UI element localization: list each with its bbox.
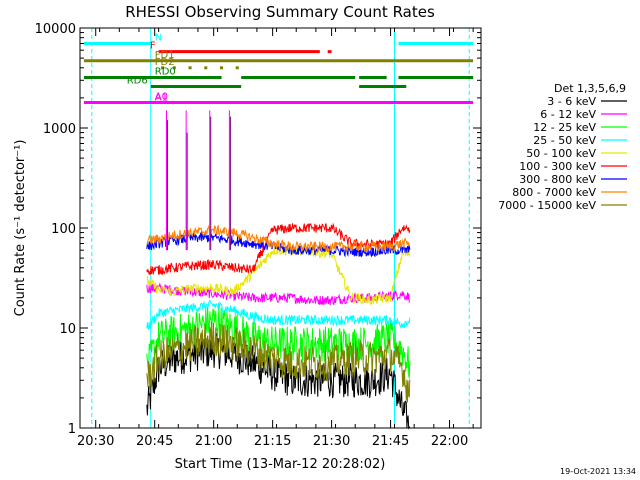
legend-label-2: 12 - 25 keV (533, 121, 596, 134)
legend-label-0: 3 - 6 keV (547, 95, 596, 108)
flag-label-N: N (155, 32, 162, 43)
legend-label-6: 300 - 800 keV (519, 173, 596, 186)
legend-label-4: 50 - 100 keV (526, 147, 596, 160)
x-tick-label-4: 21:30 (313, 434, 350, 449)
flag-label-A0: A0 (155, 91, 168, 102)
x-tick-label-5: 21:45 (372, 434, 409, 449)
y-axis-label: Count Rate (s⁻¹ detector⁻¹) (13, 140, 28, 317)
y-tick-label-4: 10000 (35, 22, 76, 37)
flag-dot-FD2-2 (188, 66, 192, 70)
series-line-8 (146, 321, 411, 403)
flag-dot-FD2-4 (220, 66, 224, 70)
series-line-7 (146, 224, 411, 253)
flag-dot-FD2-5 (235, 66, 239, 70)
flag-dot-FD2-1 (172, 66, 176, 70)
flag-label-A1: A1 (155, 93, 168, 104)
series-line-4 (146, 243, 411, 306)
series-line-2 (146, 306, 411, 379)
x-tick-label-0: 20:30 (77, 434, 114, 449)
flag-dot-FD2-3 (204, 66, 208, 70)
flag-dot-A0-2 (184, 100, 188, 104)
flag-dot-FD2-0 (161, 66, 165, 70)
x-axis-label: Start Time (13-Mar-12 20:28:02) (175, 457, 386, 472)
legend-label-1: 6 - 12 keV (540, 108, 596, 121)
flag-label-F: F (150, 41, 156, 52)
axes: 1 10 100 1000 10000 20:30 20:45 21:00 21:15 21:30… (35, 22, 482, 449)
flag-label-FD1: FD1 (155, 50, 175, 61)
legend-label-5: 100 - 300 keV (519, 160, 596, 173)
series-group (146, 110, 411, 430)
flag-dot-A0-1 (164, 100, 168, 104)
x-tick-label-6: 22:00 (431, 434, 468, 449)
flag-dot-A0-4 (227, 100, 231, 104)
flag-label-RD6: RD6 (127, 76, 148, 87)
flag-label-RD0: RD0 (155, 66, 176, 77)
legend-title: Det 1,3,5,6,9 (554, 82, 626, 95)
legend-label-8: 7000 - 15000 keV (498, 199, 596, 212)
x-tick-label-1: 20:45 (136, 434, 173, 449)
flag-dot-A0-3 (208, 100, 212, 104)
timestamp: 19-Oct-2021 13:34 (560, 467, 636, 476)
chart-title: RHESSI Observing Summary Count Rates (125, 3, 435, 21)
x-tick-label-3: 21:15 (254, 434, 291, 449)
y-tick-label-0: 1 (68, 422, 76, 437)
legend-label-3: 25 - 50 keV (533, 134, 596, 147)
legend-label-7: 800 - 7000 keV (512, 186, 596, 199)
y-tick-label-2: 100 (51, 222, 76, 237)
y-tick-label-3: 1000 (43, 122, 76, 137)
y-tick-label-1: 10 (59, 322, 76, 337)
series-line-3 (146, 299, 411, 330)
flag-dot-A0-0 (157, 100, 161, 104)
x-tick-label-2: 21:00 (195, 434, 232, 449)
flag-label-FD2: FD2 (155, 57, 175, 68)
